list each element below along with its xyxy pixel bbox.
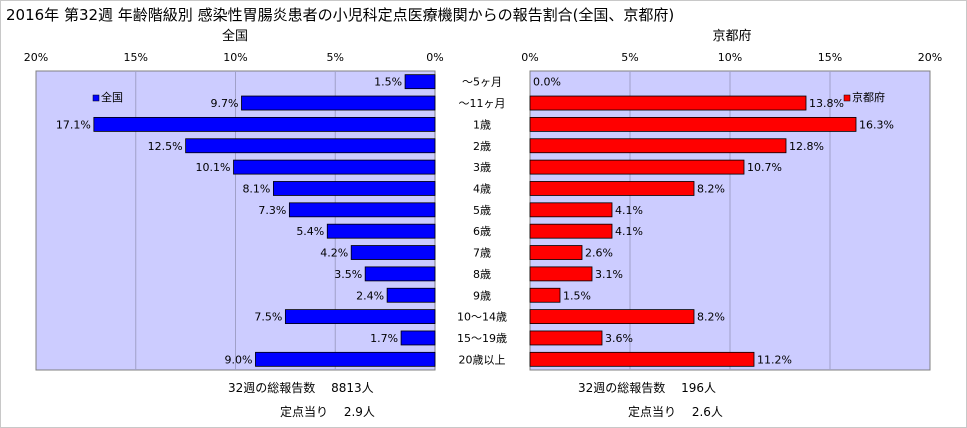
kyoto-tick-label: 0% [521, 51, 538, 64]
category-label: 7歳 [473, 247, 491, 260]
category-label: 9歳 [473, 289, 491, 302]
national-bar [400, 330, 436, 346]
national-bar [185, 138, 436, 154]
category-label: 3歳 [473, 161, 491, 174]
category-label: ～5ヶ月 [462, 76, 502, 89]
national-axis-ticks: 20% 15% 10% 5% 0% [24, 51, 444, 64]
national-tick-label: 10% [223, 51, 247, 64]
national-legend-label: 全国 [101, 90, 123, 104]
national-bar [284, 309, 436, 325]
kyoto-tick-label: 10% [718, 51, 742, 64]
category-label: 20歳以上 [459, 353, 506, 366]
national-tick-label: 5% [327, 51, 344, 64]
national-per-site: 定点当り 2.9人 [280, 404, 375, 419]
national-bar [326, 223, 436, 239]
category-label: 10～14歳 [457, 311, 507, 324]
kyoto-bar [529, 181, 695, 196]
kyoto-value-label: 12.8% [789, 140, 824, 153]
national-value-label: 7.5% [254, 311, 282, 324]
category-label: 4歳 [473, 182, 491, 195]
kyoto-value-label: 3.6% [605, 332, 633, 345]
category-label: 15～19歳 [457, 332, 507, 345]
national-tick-label: 20% [24, 51, 48, 64]
national-bar [288, 202, 436, 218]
kyoto-value-label: 10.7% [747, 161, 782, 174]
national-bar [364, 266, 436, 282]
kyoto-per-site: 定点当り 2.6人 [628, 404, 723, 419]
national-value-label: 9.0% [224, 353, 252, 366]
national-value-label: 1.7% [370, 332, 398, 345]
national-bar [273, 181, 436, 196]
kyoto-bar [529, 159, 745, 175]
kyoto-bar [529, 330, 603, 346]
national-bar [255, 351, 436, 367]
national-bar [241, 95, 436, 111]
kyoto-bar [529, 245, 583, 260]
national-value-label: 3.5% [334, 268, 362, 281]
kyoto-legend: 京都府 [843, 90, 885, 104]
national-value-label: 1.5% [374, 76, 402, 89]
chart-title: 2016年 第32週 年齢階級別 感染性胃腸炎患者の小児科定点医療機関からの報告… [6, 6, 674, 24]
kyoto-legend-label: 京都府 [852, 90, 885, 104]
kyoto-value-label: 16.3% [859, 118, 894, 131]
national-legend-swatch [92, 94, 100, 102]
national-bars: 1.5% 9.7% 17.1% 12.5% 10.1% 8.1% 7.3% 5.4% 4.2% 3… [56, 74, 436, 367]
kyoto-bar [529, 202, 613, 218]
kyoto-value-label: 0.0% [533, 76, 561, 89]
national-tick-label: 15% [124, 51, 148, 64]
national-total-reports: 32週の総報告数 8813人 [228, 380, 374, 395]
national-bar [93, 116, 436, 132]
kyoto-value-label: 1.5% [563, 289, 591, 302]
category-label: 2歳 [473, 140, 491, 153]
category-label: 8歳 [473, 268, 491, 281]
kyoto-bar [529, 116, 857, 132]
national-bar [350, 245, 436, 260]
kyoto-tick-label: 20% [918, 51, 942, 64]
kyoto-tick-label: 15% [818, 51, 842, 64]
national-value-label: 7.3% [258, 204, 286, 217]
category-label: 1歳 [473, 118, 491, 131]
kyoto-axis-ticks: 0% 5% 10% 15% 20% [521, 51, 942, 64]
kyoto-bar [529, 223, 613, 239]
kyoto-heading: 京都府 [712, 29, 751, 44]
kyoto-bars: 0.0%13.8%16.3%12.8%10.7%8.2%4.1%4.1%2.6%… [529, 76, 894, 367]
national-value-label: 5.4% [296, 225, 324, 238]
national-bar [386, 287, 436, 303]
national-value-label: 17.1% [56, 118, 91, 131]
national-value-label: 9.7% [211, 97, 239, 110]
kyoto-bar [529, 287, 561, 303]
kyoto-tick-label: 5% [621, 51, 638, 64]
national-value-label: 4.2% [320, 247, 348, 260]
kyoto-value-label: 8.2% [697, 182, 725, 195]
category-label: ～11ヶ月 [459, 97, 506, 110]
category-label: 5歳 [473, 204, 491, 217]
national-value-label: 10.1% [196, 161, 231, 174]
national-heading: 全国 [222, 28, 248, 44]
national-legend: 全国 [92, 90, 123, 104]
national-tick-label: 0% [426, 51, 443, 64]
national-bar [233, 159, 436, 175]
kyoto-bar [529, 309, 695, 325]
national-value-label: 12.5% [148, 140, 183, 153]
national-bar [404, 74, 436, 90]
kyoto-legend-swatch [843, 94, 851, 102]
kyoto-value-label: 4.1% [615, 225, 643, 238]
kyoto-value-label: 11.2% [757, 353, 792, 366]
kyoto-value-label: 2.6% [585, 247, 613, 260]
kyoto-value-label: 3.1% [595, 268, 623, 281]
kyoto-value-label: 8.2% [697, 311, 725, 324]
kyoto-value-label: 4.1% [615, 204, 643, 217]
category-labels: ～5ヶ月 ～11ヶ月 1歳 2歳 3歳 4歳 5歳 6歳 7歳 8歳 9歳 10～14歳 15～19歳 2… [457, 76, 507, 367]
national-value-label: 2.4% [356, 289, 384, 302]
kyoto-bar [529, 266, 593, 282]
kyoto-value-label: 13.8% [809, 97, 844, 110]
kyoto-bar [529, 95, 807, 111]
kyoto-bar [529, 351, 755, 367]
kyoto-bar [529, 138, 787, 154]
kyoto-total-reports: 32週の総報告数 196人 [578, 380, 716, 395]
national-value-label: 8.1% [242, 182, 270, 195]
category-label: 6歳 [473, 225, 491, 238]
